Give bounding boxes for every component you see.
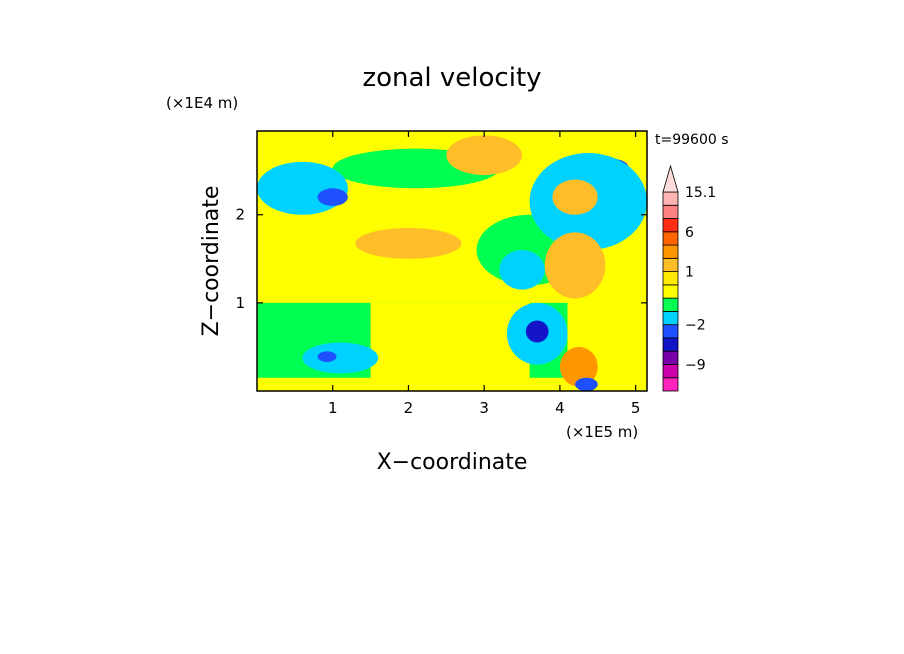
colorbar-segment bbox=[662, 284, 679, 299]
field-blob-4 bbox=[257, 161, 348, 215]
colorbar-segment bbox=[662, 350, 679, 365]
x-unit-label: (×1E5 m) bbox=[566, 423, 638, 441]
contour-field bbox=[257, 131, 647, 391]
colorbar-segment bbox=[662, 337, 679, 352]
y-tick-label: 2 bbox=[235, 206, 245, 224]
field-blob-6 bbox=[302, 342, 379, 374]
field-blob-16 bbox=[446, 135, 523, 176]
x-tick-label: 5 bbox=[631, 399, 641, 417]
field-blob-9 bbox=[499, 249, 545, 290]
colorbar-segment bbox=[662, 191, 679, 206]
y-axis-ticks: 12 bbox=[235, 206, 647, 312]
colorbar-segment bbox=[662, 244, 679, 259]
field-blob-11 bbox=[525, 320, 549, 343]
time-label: t=99600 s bbox=[655, 132, 729, 148]
colorbar-max-arrow bbox=[662, 164, 679, 193]
colorbar-label: 6 bbox=[685, 225, 694, 241]
x-axis-label: X−coordinate bbox=[377, 450, 528, 475]
colorbar: 15.1 6 1 −2 −9 bbox=[662, 164, 716, 392]
colorbar-segment bbox=[662, 257, 679, 273]
x-axis-ticks: 1 2 3 4 5 bbox=[328, 131, 640, 417]
colorbar-segment bbox=[662, 364, 679, 379]
field-blob-18 bbox=[559, 346, 598, 387]
field-blob-17 bbox=[552, 179, 598, 215]
colorbar-segment bbox=[662, 231, 679, 246]
colorbar-segment bbox=[662, 310, 679, 326]
x-tick-label: 4 bbox=[555, 399, 565, 417]
colorbar-segment bbox=[662, 271, 679, 286]
x-tick-label: 1 bbox=[328, 399, 338, 417]
colorbar-label: −9 bbox=[685, 357, 706, 373]
field-blob-5 bbox=[317, 188, 348, 206]
colorbar-label: 1 bbox=[685, 265, 694, 281]
y-unit-label: (×1E4 m) bbox=[166, 94, 238, 112]
x-tick-label: 2 bbox=[404, 399, 414, 417]
colorbar-segment bbox=[662, 324, 679, 339]
chart-title: zonal velocity bbox=[362, 63, 541, 93]
colorbar-segment bbox=[662, 218, 679, 233]
plot-frame bbox=[256, 130, 648, 392]
field-blob-15 bbox=[355, 227, 462, 259]
colorbar-label: −2 bbox=[685, 318, 706, 334]
y-tick-label: 1 bbox=[235, 294, 245, 312]
y-axis-label: Z−coordinate bbox=[199, 186, 224, 337]
x-tick-label: 3 bbox=[479, 399, 489, 417]
field-band-2 bbox=[370, 302, 530, 383]
field-blob-19 bbox=[575, 377, 598, 391]
colorbar-label: 15.1 bbox=[685, 185, 716, 201]
colorbar-segment bbox=[662, 204, 679, 219]
colorbar-segment bbox=[662, 297, 679, 312]
field-blob-7 bbox=[317, 351, 337, 362]
colorbar-segment bbox=[662, 377, 679, 392]
field-blob-14 bbox=[544, 232, 606, 299]
